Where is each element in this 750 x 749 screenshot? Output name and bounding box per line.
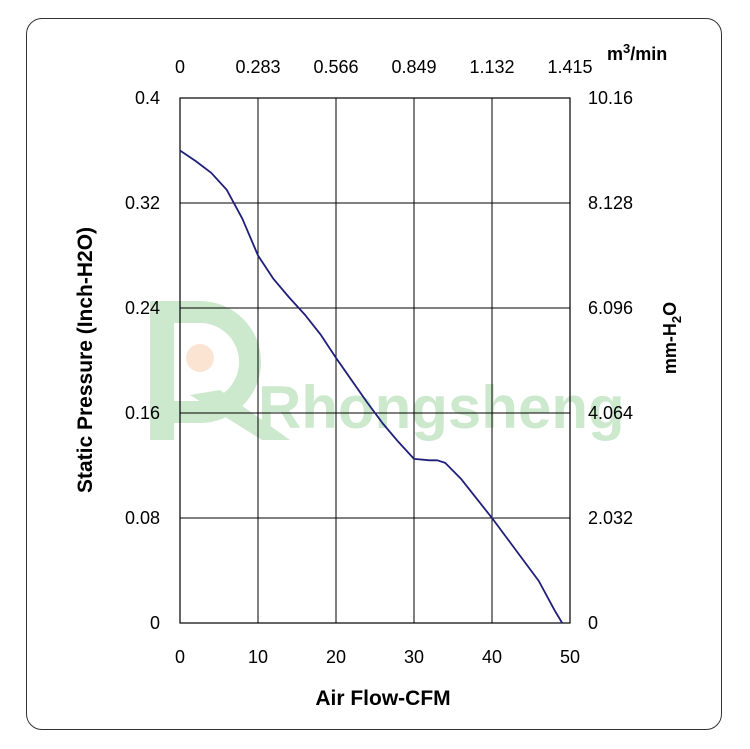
- x-axis-title: Air Flow-CFM: [315, 687, 450, 710]
- y-tick-label: 0: [150, 613, 160, 633]
- right-axis-tick-label: 8.128: [588, 193, 633, 213]
- right-axis-tick-labels: 0 2.032 4.064 6.096 8.128 10.16: [588, 88, 633, 633]
- top-axis-tick-label: 1.132: [469, 57, 514, 77]
- y-tick-label: 0.08: [125, 508, 160, 528]
- y-tick-label: 0.4: [135, 88, 160, 108]
- y-tick-label: 0.16: [125, 403, 160, 423]
- top-axis-tick-label: 0.566: [313, 57, 358, 77]
- series-line: [179, 149, 563, 624]
- y-axis-title: Static Pressure (Inch-H2O): [74, 227, 97, 493]
- y-tick-labels: 0 0.08 0.16 0.24 0.32 0.4: [125, 88, 160, 633]
- right-axis-tick-label: 6.096: [588, 298, 633, 318]
- x-tick-labels: 0 10 20 30 40 50: [175, 647, 580, 667]
- x-tick-label: 0: [175, 647, 185, 667]
- right-axis-tick-label: 2.032: [588, 508, 633, 528]
- plot-border: [179, 97, 571, 624]
- y-tick-label: 0.32: [125, 193, 160, 213]
- top-axis-tick-label: 0.283: [235, 57, 280, 77]
- top-axis-unit: m3/min: [607, 41, 667, 64]
- x-tick-label: 40: [482, 647, 502, 667]
- watermark-logo-icon: [150, 301, 290, 440]
- top-axis-tick-labels: 0 0.283 0.566 0.849 1.132 1.415: [175, 57, 593, 77]
- right-axis-tick-label: 4.064: [588, 403, 633, 423]
- top-axis-tick-label: 0.849: [391, 57, 436, 77]
- x-tick-label: 10: [248, 647, 268, 667]
- x-tick-label: 50: [560, 647, 580, 667]
- right-axis-tick-label: 0: [588, 613, 598, 633]
- top-axis-tick-label: 1.415: [547, 57, 592, 77]
- x-tick-label: 30: [404, 647, 424, 667]
- x-tick-label: 20: [326, 647, 346, 667]
- top-axis-tick-label: 0: [175, 57, 185, 77]
- right-axis-unit: mm-H2O: [660, 302, 684, 374]
- plot-area-border: [179, 97, 571, 624]
- watermark: Rhongsheng: [150, 301, 625, 441]
- series-layer: [179, 149, 563, 624]
- y-tick-label: 0.24: [125, 298, 160, 318]
- chart-frame: [26, 18, 722, 730]
- right-axis-tick-label: 10.16: [588, 88, 633, 108]
- watermark-text: Rhongsheng: [258, 374, 625, 441]
